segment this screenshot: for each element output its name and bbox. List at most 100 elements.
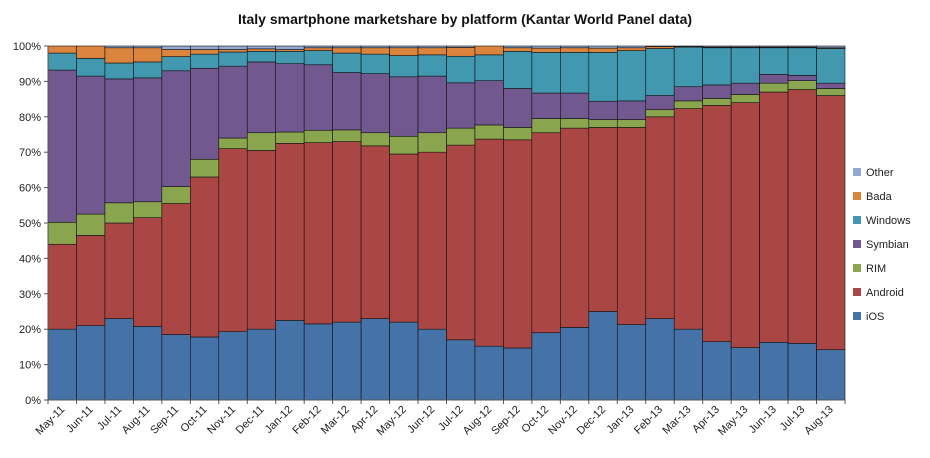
bar-segment-windows-16: [503, 51, 533, 89]
bar-segment-bada-2: [104, 47, 134, 64]
y-tick-label: 90%: [19, 76, 41, 88]
bar-segment-other-16: [503, 45, 533, 49]
legend-swatch-other: [853, 168, 861, 176]
bar-segment-rim-4: [161, 186, 191, 204]
bar-segment-android-9: [303, 142, 333, 325]
x-tick-label: May-11: [34, 404, 68, 438]
bar-segment-symbian-1: [76, 75, 106, 215]
bar-segment-bada-16: [503, 47, 533, 52]
bar-segment-rim-5: [190, 158, 220, 178]
bar-segment-rim-18: [560, 118, 590, 129]
bar-segment-android-10: [332, 141, 362, 323]
legend-swatch-windows: [853, 216, 861, 224]
bar-segment-bada-0: [47, 45, 77, 54]
bar-segment-windows-17: [531, 52, 561, 94]
bar-segment-bada-12: [389, 47, 419, 56]
bar-segment-symbian-4: [161, 70, 191, 187]
bar-segment-symbian-5: [190, 68, 220, 160]
bar-segment-symbian-14: [446, 82, 476, 129]
bar-segment-android-18: [560, 127, 590, 328]
bar-segment-symbian-0: [47, 69, 77, 223]
x-tick-label: Jun-13: [747, 404, 779, 436]
bar-segment-rim-11: [360, 132, 390, 147]
bar-segment-symbian-15: [474, 80, 504, 126]
bar-segment-android-12: [389, 153, 419, 323]
bars-group: [47, 45, 846, 401]
bar-segment-symbian-10: [332, 72, 362, 131]
x-tick-label: Jun-12: [405, 404, 437, 436]
x-tick-label: May-13: [716, 404, 750, 438]
bar-segment-ios-26: [787, 343, 817, 401]
bar-segment-windows-0: [47, 52, 77, 71]
bar-segment-symbian-24: [730, 82, 760, 95]
legend-swatch-symbian: [853, 240, 861, 248]
x-tick-label: Aug-12: [461, 404, 495, 438]
bar-segment-rim-25: [759, 82, 789, 93]
bar-segment-bada-18: [560, 47, 590, 53]
bar-segment-ios-27: [816, 349, 846, 401]
bar-segment-bada-9: [303, 47, 333, 51]
legend-label-windows: Windows: [866, 215, 911, 227]
bar-segment-rim-6: [218, 137, 248, 149]
bar-segment-rim-3: [133, 201, 163, 218]
bar-segment-android-25: [759, 91, 789, 343]
bar-segment-bada-10: [332, 47, 362, 54]
x-tick-label: Mar-13: [660, 404, 693, 437]
bar-segment-windows-10: [332, 52, 362, 73]
bar-segment-other-7: [246, 45, 277, 50]
bar-segment-ios-7: [246, 328, 277, 401]
bar-segment-symbian-22: [673, 86, 703, 102]
legend-swatch-bada: [853, 192, 861, 200]
legend-label-rim: RIM: [866, 263, 886, 275]
bar-segment-android-1: [76, 235, 106, 326]
y-tick-label: 60%: [19, 183, 41, 195]
bar-segment-android-20: [616, 127, 647, 325]
legend-label-android: Android: [866, 287, 904, 299]
bar-segment-ios-3: [133, 326, 163, 401]
legend: Other Bada Windows Symbian RIM Android iOS: [853, 167, 911, 323]
bar-segment-android-24: [730, 102, 760, 348]
bar-segment-windows-2: [104, 62, 134, 80]
bar-segment-android-17: [531, 132, 561, 334]
bar-segment-symbian-11: [360, 73, 390, 134]
bar-segment-symbian-8: [275, 63, 305, 133]
y-tick-label: 100%: [13, 41, 41, 53]
bar-segment-other-13: [417, 45, 447, 49]
bar-segment-ios-13: [417, 328, 447, 401]
legend-label-symbian: Symbian: [866, 239, 909, 251]
bar-segment-ios-16: [503, 347, 533, 401]
bar-segment-android-7: [246, 150, 277, 330]
bar-segment-symbian-25: [759, 74, 789, 84]
x-tick-label: Aug-13: [802, 404, 836, 438]
bar-segment-android-6: [218, 148, 248, 332]
bar-segment-android-16: [503, 139, 533, 349]
bar-segment-bada-1: [76, 45, 106, 59]
bar-segment-windows-20: [616, 50, 647, 102]
bar-segment-android-22: [673, 108, 703, 330]
bar-segment-other-10: [332, 45, 362, 49]
bar-segment-bada-15: [474, 45, 504, 56]
bar-segment-android-19: [588, 127, 618, 312]
bar-segment-other-6: [218, 45, 248, 50]
bar-segment-other-11: [360, 45, 390, 49]
bar-segment-other-8: [275, 45, 305, 50]
bar-segment-rim-27: [816, 88, 846, 96]
bar-segment-rim-17: [531, 118, 561, 134]
x-tick-label: Mar-12: [319, 404, 352, 437]
y-tick-label: 20%: [19, 324, 41, 336]
bar-segment-rim-1: [76, 213, 106, 236]
bar-segment-other-4: [161, 45, 191, 50]
bar-segment-ios-15: [474, 345, 504, 401]
bar-segment-rim-10: [332, 129, 362, 142]
x-tick-label: Dec-11: [234, 404, 267, 437]
x-tick-label: Jun-11: [64, 404, 96, 436]
bar-segment-windows-25: [759, 47, 789, 75]
x-tick-label: Oct-12: [519, 404, 551, 436]
bar-segment-symbian-6: [218, 65, 248, 139]
bar-segment-other-12: [389, 45, 419, 49]
bar-segment-other-9: [303, 45, 333, 49]
bar-segment-ios-5: [190, 336, 220, 401]
bar-segment-symbian-26: [787, 75, 817, 81]
bar-segment-ios-17: [531, 332, 561, 401]
bar-segment-bada-5: [190, 49, 220, 55]
